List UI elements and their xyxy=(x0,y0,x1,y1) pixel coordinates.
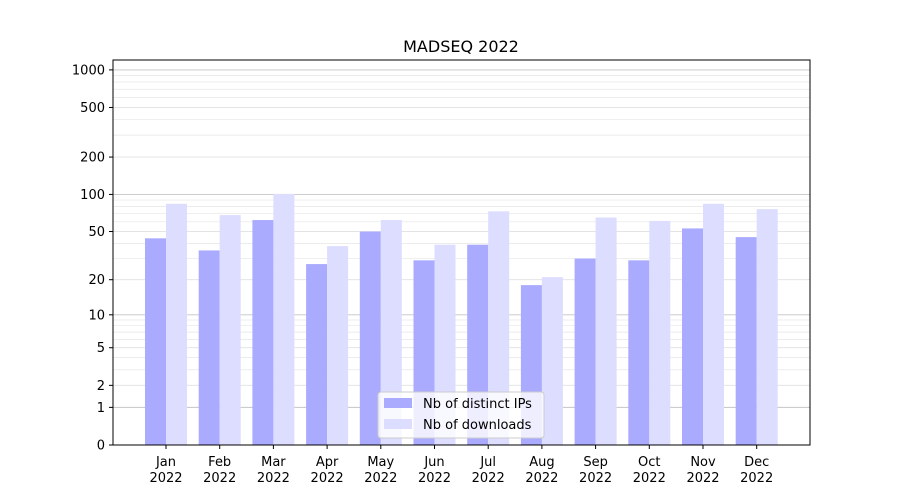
y-tick-label: 5 xyxy=(97,341,105,356)
y-tick-label: 1 xyxy=(97,401,105,416)
y-tick-label: 50 xyxy=(88,225,105,240)
bar-distinct-ips xyxy=(306,264,328,445)
bar-downloads xyxy=(166,203,187,445)
legend-label: Nb of downloads xyxy=(423,418,532,433)
x-tick-label: Nov 2022 xyxy=(686,455,719,486)
chart-title: MADSEQ 2022 xyxy=(403,37,519,56)
bar-downloads xyxy=(273,193,295,445)
legend-swatch xyxy=(384,398,412,408)
x-tick-label: Dec 2022 xyxy=(740,455,773,486)
x-tick-label: Mar 2022 xyxy=(257,455,290,486)
legend: Nb of distinct IPs Nb of downloads xyxy=(377,391,545,439)
y-tick-label: 10 xyxy=(88,308,105,323)
x-tick-label: Sep 2022 xyxy=(579,455,612,486)
bar-downloads xyxy=(219,215,241,445)
bar-distinct-ips xyxy=(252,220,274,445)
bar-downloads xyxy=(703,203,724,445)
y-tick-label: 2 xyxy=(97,379,105,394)
y-tick-label: 200 xyxy=(80,151,105,166)
y-axis: 0 1 2 5 10 20 50 100 200 500 1000 xyxy=(72,63,113,454)
legend-label: Nb of distinct IPs xyxy=(423,397,532,412)
legend-swatch xyxy=(384,419,412,429)
bar-downloads xyxy=(488,211,510,445)
plot-frame xyxy=(112,59,811,446)
x-tick-label: Jun 2022 xyxy=(418,455,451,486)
bar-distinct-ips xyxy=(628,260,650,445)
bar-downloads xyxy=(756,209,778,445)
y-tick-label: 500 xyxy=(80,101,105,116)
bar-distinct-ips xyxy=(735,237,757,445)
x-tick-label: Jan 2022 xyxy=(149,455,182,486)
bar-downloads xyxy=(595,217,617,445)
bar-distinct-ips xyxy=(359,231,381,445)
legend-box xyxy=(377,391,545,439)
bar-downloads xyxy=(327,246,349,445)
bar-distinct-ips xyxy=(682,228,703,445)
x-tick-label: Apr 2022 xyxy=(311,455,344,486)
x-tick-label: Oct 2022 xyxy=(633,455,666,486)
x-tick-label: Aug 2022 xyxy=(525,455,558,486)
x-axis: Jan 2022 Feb 2022 Mar 2022 Apr 2022 May 2022 Jun 20… xyxy=(149,445,773,486)
bar-downloads xyxy=(380,220,402,445)
bar-downloads xyxy=(649,220,671,445)
x-tick-label: Jul 2022 xyxy=(472,455,505,486)
bar-distinct-ips xyxy=(145,238,166,445)
y-tick-label: 20 xyxy=(88,273,105,288)
y-tick-label: 0 xyxy=(97,439,105,454)
x-tick-label: Feb 2022 xyxy=(203,455,236,486)
bar-distinct-ips xyxy=(574,258,596,445)
bar-downloads xyxy=(541,277,563,445)
y-tick-label: 1000 xyxy=(72,63,105,78)
y-tick-label: 100 xyxy=(80,188,105,203)
bar-distinct-ips xyxy=(198,250,220,445)
x-tick-label: May 2022 xyxy=(364,455,397,486)
